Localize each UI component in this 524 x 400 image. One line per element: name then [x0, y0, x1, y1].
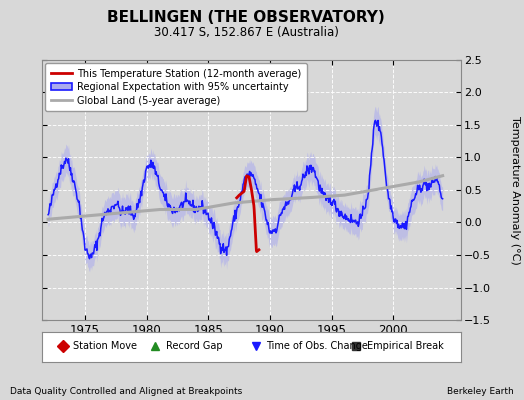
Y-axis label: Temperature Anomaly (°C): Temperature Anomaly (°C)	[510, 116, 520, 264]
Text: Record Gap: Record Gap	[166, 341, 222, 351]
Legend: This Temperature Station (12-month average), Regional Expectation with 95% uncer: This Temperature Station (12-month avera…	[45, 63, 307, 111]
Text: Berkeley Earth: Berkeley Earth	[447, 387, 514, 396]
Text: Empirical Break: Empirical Break	[367, 341, 443, 351]
Text: BELLINGEN (THE OBSERVATORY): BELLINGEN (THE OBSERVATORY)	[107, 10, 385, 25]
Text: Station Move: Station Move	[73, 341, 137, 351]
Text: Time of Obs. Change: Time of Obs. Change	[266, 341, 368, 351]
Text: Data Quality Controlled and Aligned at Breakpoints: Data Quality Controlled and Aligned at B…	[10, 387, 243, 396]
Text: 30.417 S, 152.867 E (Australia): 30.417 S, 152.867 E (Australia)	[154, 26, 339, 39]
